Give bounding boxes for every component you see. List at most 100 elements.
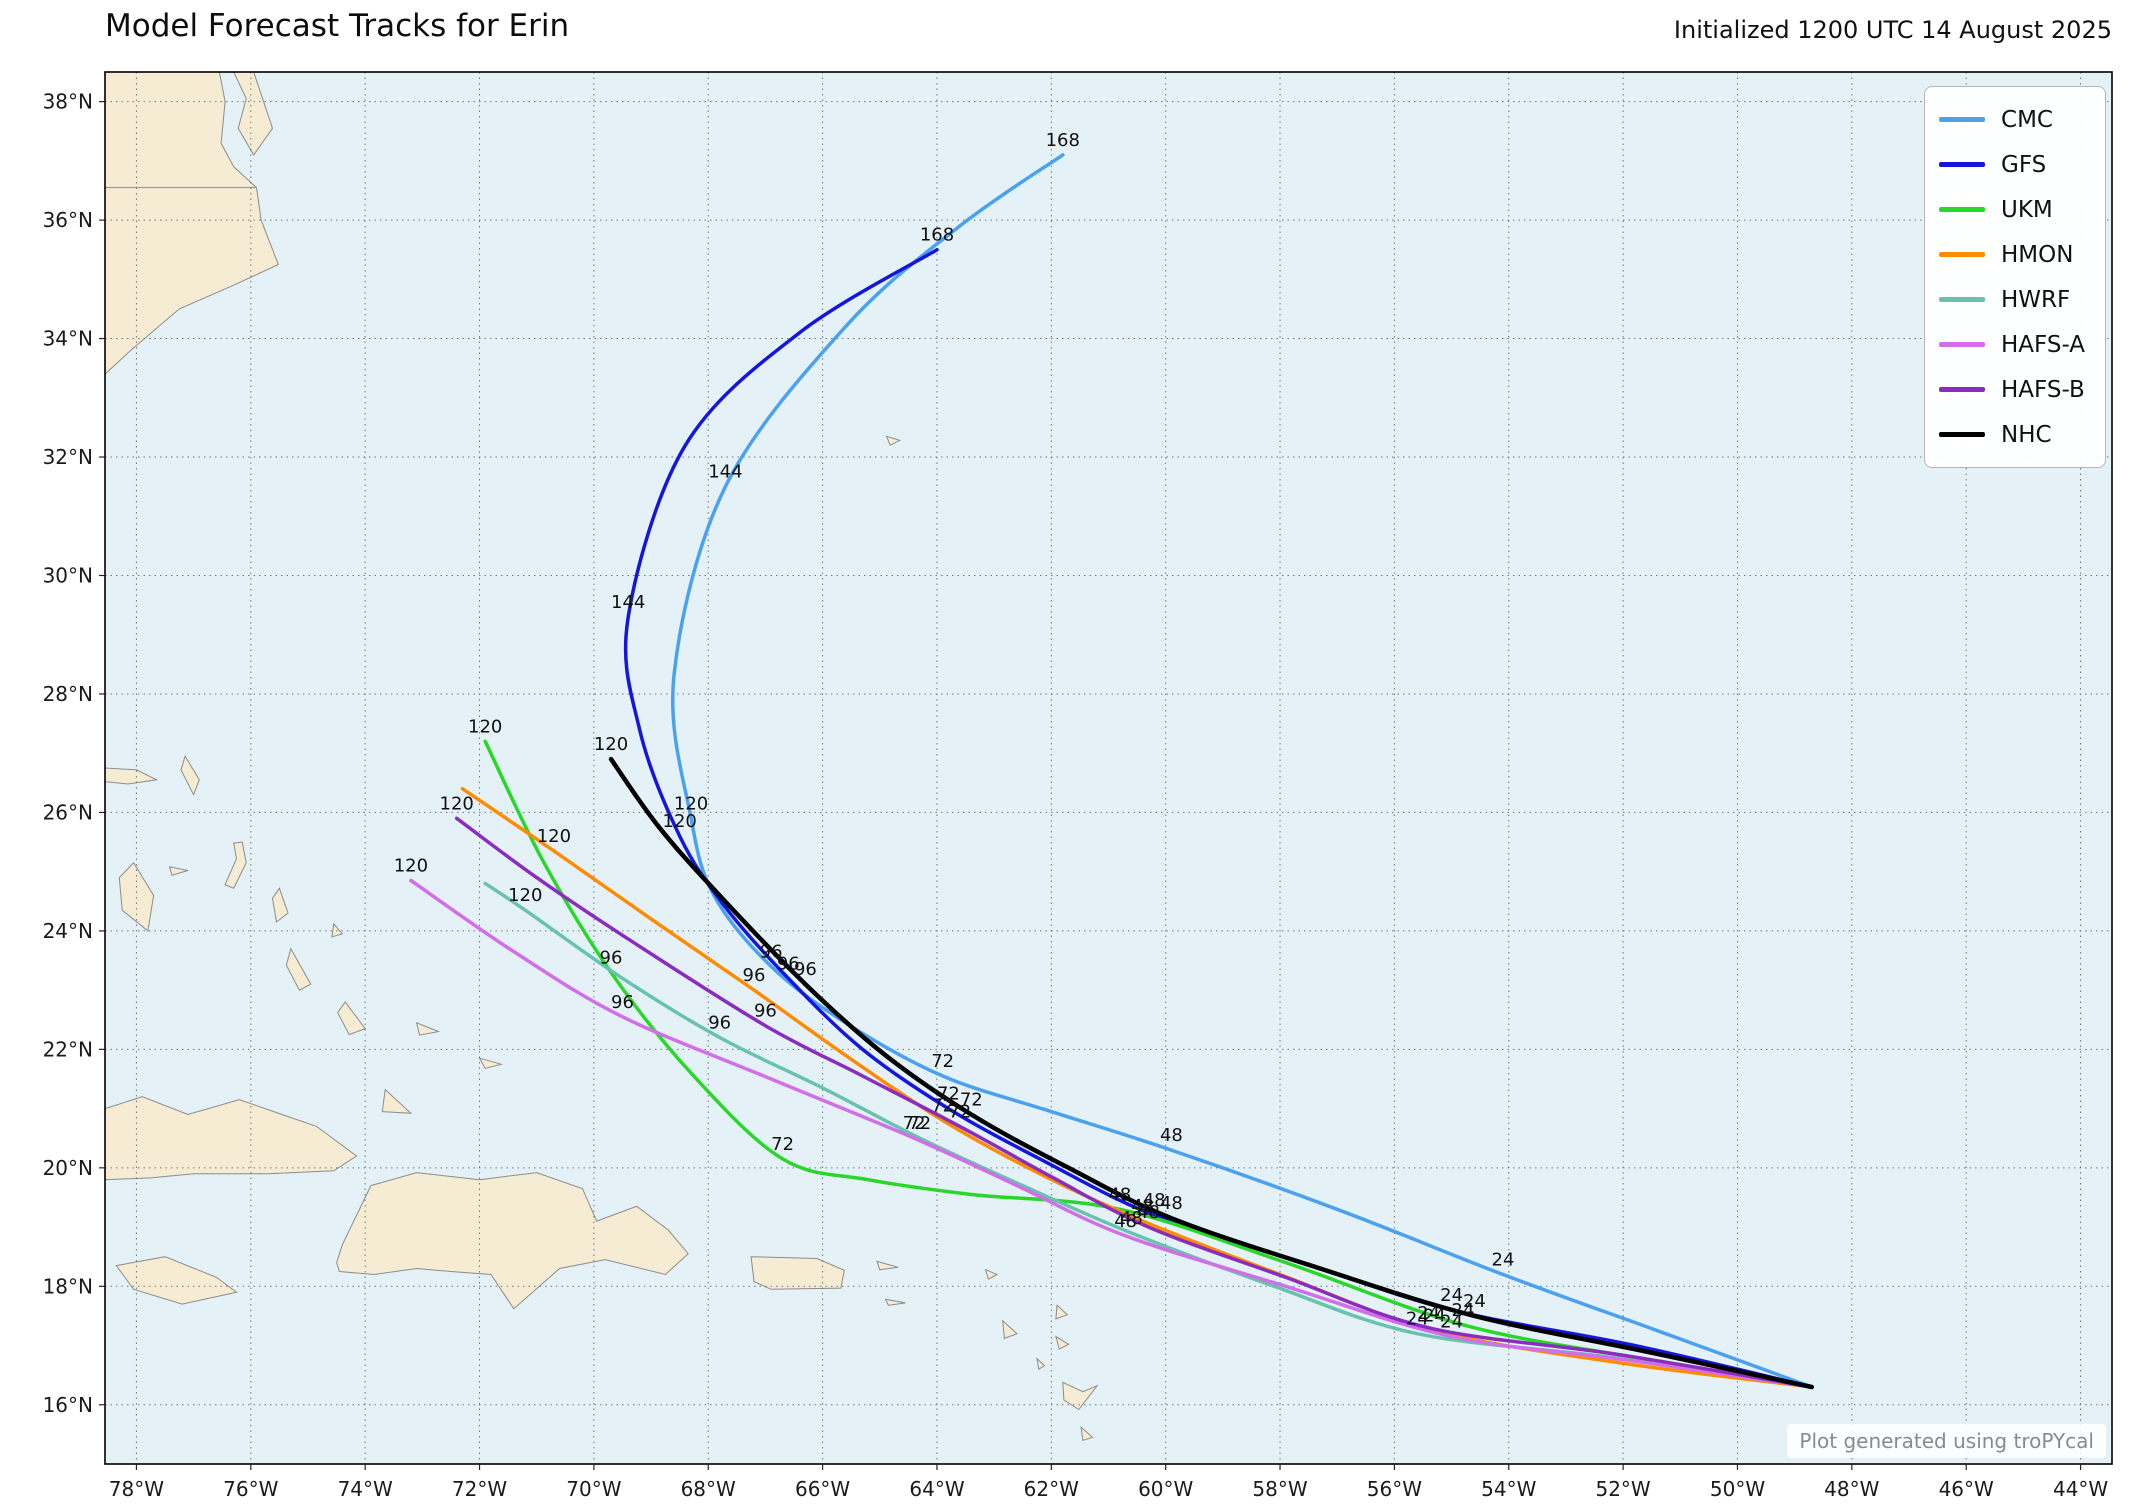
legend-label-hafs-b: HAFS-B [2001, 376, 2085, 403]
track-hafs-a [409, 878, 1814, 1389]
legend-swatch-cmc [1939, 117, 1986, 122]
plot-frame [104, 71, 2113, 1465]
land-abaco [180, 754, 200, 796]
land-great-inagua [381, 1088, 413, 1114]
land-st-kitts [1002, 1319, 1018, 1340]
x-tick-label: 76°W [223, 1477, 278, 1501]
attribution: Plot generated using troPYcal [1787, 1424, 2106, 1458]
hour-label-cmc-48: 48 [1160, 1125, 1183, 1146]
hour-label-cmc-168: 168 [1046, 130, 1080, 151]
land-grand-bahama [105, 767, 159, 785]
hour-label-cmc-120: 120 [674, 793, 708, 814]
x-tick-label: 74°W [338, 1477, 393, 1501]
hour-label-hwrf-96: 96 [708, 1013, 731, 1034]
hour-label-hafs-b-48: 48 [1137, 1202, 1160, 1223]
land-andros [118, 861, 155, 932]
hour-label-hmon-24: 24 [1423, 1306, 1446, 1327]
y-tick-label: 30°N [43, 564, 93, 588]
x-tick-label: 44°W [2053, 1477, 2108, 1501]
legend-item-hwrf: HWRF [1939, 277, 2085, 322]
hour-label-nhc-96: 96 [794, 959, 817, 980]
land-jamaica [115, 1256, 238, 1305]
legend-swatch-hafs-b [1939, 387, 1986, 392]
x-tick-label: 60°W [1138, 1477, 1193, 1501]
legend-swatch-nhc [1939, 432, 1986, 437]
legend-swatch-hmon [1939, 252, 1986, 257]
x-tick-label: 64°W [909, 1477, 964, 1501]
y-tick-label: 24°N [43, 919, 93, 943]
land-antigua [1055, 1335, 1070, 1350]
land-crooked-acklins [337, 1001, 367, 1036]
legend-label-hwrf: HWRF [2001, 286, 2071, 313]
hour-label-ukm-48: 48 [1108, 1184, 1131, 1205]
legend-swatch-ukm [1939, 207, 1986, 212]
x-tick-label: 50°W [1710, 1477, 1765, 1501]
land-st-croix [884, 1298, 906, 1306]
hour-label-cmc-24: 24 [1492, 1250, 1515, 1271]
hour-label-hwrf-72: 72 [908, 1113, 931, 1134]
hour-label-hafs-a-24: 24 [1440, 1312, 1463, 1333]
y-tick-label: 20°N [43, 1156, 93, 1180]
legend-label-ukm: UKM [2001, 196, 2053, 223]
hour-label-ukm-24: 24 [1452, 1300, 1475, 1321]
y-tick-label: 28°N [43, 682, 93, 706]
land-virgin-islands [876, 1260, 899, 1271]
track-nhc [608, 756, 1815, 1390]
land-montserrat [1036, 1357, 1046, 1371]
hour-label-gfs-24: 24 [1440, 1285, 1463, 1306]
y-tick-label: 16°N [43, 1393, 93, 1417]
legend-item-cmc: CMC [1939, 97, 2085, 142]
hour-labels-layer: 24 48 72 96 120 144 168 24 48 72 96 120 144 168 24 48 72… [394, 130, 1515, 1333]
hour-label-nhc-120: 120 [594, 734, 628, 755]
x-tick-label: 58°W [1252, 1477, 1307, 1501]
hour-label-gfs-96: 96 [777, 953, 800, 974]
hour-label-cmc-144: 144 [708, 462, 742, 483]
hour-label-hafs-a-96: 96 [611, 992, 634, 1013]
hour-label-gfs-48: 48 [1143, 1190, 1166, 1211]
land-san-salvador [331, 922, 344, 938]
land-eleuthera [224, 841, 247, 889]
legend-item-gfs: GFS [1939, 142, 2085, 187]
land-mayaguana [415, 1021, 441, 1036]
land-guadeloupe [1062, 1381, 1099, 1411]
hour-label-ukm-120: 120 [468, 716, 502, 737]
land-puerto-rico [750, 1256, 845, 1290]
hour-label-hwrf-48: 48 [1120, 1208, 1143, 1229]
legend-swatch-hafs-a [1939, 342, 1986, 347]
land-delmarva [233, 72, 274, 156]
hour-label-hafs-a-72: 72 [903, 1113, 926, 1134]
legend-item-hmon: HMON [1939, 232, 2085, 277]
x-tick-label: 62°W [1024, 1477, 1079, 1501]
legend-item-hafs-a: HAFS-A [1939, 322, 2085, 367]
hour-label-gfs-168: 168 [920, 225, 954, 246]
hour-label-nhc-24: 24 [1463, 1291, 1486, 1312]
x-tick-label: 46°W [1939, 1477, 1994, 1501]
legend: CMC GFS UKM HMON HWRF HAFS-A HAFS-B NHC [1924, 86, 2106, 468]
x-tick-label: 56°W [1367, 1477, 1422, 1501]
land-bermuda [885, 435, 902, 446]
y-tick-label: 34°N [43, 327, 93, 351]
hour-label-hwrf-120: 120 [508, 885, 542, 906]
hour-label-hmon-96: 96 [743, 965, 766, 986]
land-barbuda [1055, 1304, 1069, 1320]
x-tick-label: 52°W [1595, 1477, 1650, 1501]
hour-label-ukm-96: 96 [600, 947, 623, 968]
x-tick-label: 66°W [795, 1477, 850, 1501]
land-layer [105, 72, 1099, 1441]
hour-label-hafs-b-72: 72 [948, 1101, 971, 1122]
y-tick-label: 38°N [43, 90, 93, 114]
hour-label-hmon-48: 48 [1131, 1196, 1154, 1217]
hour-label-hmon-120: 120 [537, 826, 571, 847]
hour-label-hmon-72: 72 [931, 1095, 954, 1116]
init-time: Initialized 1200 UTC 14 August 2025 [1673, 16, 2112, 44]
x-tick-label: 54°W [1481, 1477, 1536, 1501]
axis-ticks: 78°W 76°W 74°W 72°W 70°W 68°W 66°W 64°W 62°W 60°W… [43, 90, 2109, 1501]
hour-label-hafs-b-96: 96 [754, 1001, 777, 1022]
legend-item-ukm: UKM [1939, 187, 2085, 232]
y-tick-label: 36°N [43, 208, 93, 232]
legend-item-hafs-b: HAFS-B [1939, 367, 2085, 412]
land-cuba [105, 1096, 358, 1181]
hour-label-cmc-96: 96 [760, 941, 783, 962]
track-hafs-b [454, 816, 1814, 1389]
